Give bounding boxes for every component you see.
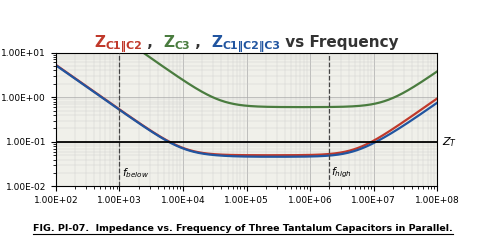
Text: Z: Z xyxy=(163,35,174,49)
Text: Z: Z xyxy=(211,35,223,49)
Text: ,: , xyxy=(190,35,211,49)
Text: Z: Z xyxy=(94,35,105,49)
Text: FIG. PI-07.  Impedance vs. Frequency of Three Tantalum Capacitors in Parallel.: FIG. PI-07. Impedance vs. Frequency of T… xyxy=(33,224,453,233)
Text: $Z_T$: $Z_T$ xyxy=(442,135,457,149)
Text: $\mathit{f_{high}}$: $\mathit{f_{high}}$ xyxy=(330,165,352,180)
Text: $\mathit{f_{below}}$: $\mathit{f_{below}}$ xyxy=(122,166,149,180)
Text: C3: C3 xyxy=(174,41,190,51)
Text: C1‖C2: C1‖C2 xyxy=(105,41,142,52)
Text: C1‖C2‖C3: C1‖C2‖C3 xyxy=(223,41,280,52)
Text: vs Frequency: vs Frequency xyxy=(280,35,399,49)
Text: ,: , xyxy=(142,35,163,49)
